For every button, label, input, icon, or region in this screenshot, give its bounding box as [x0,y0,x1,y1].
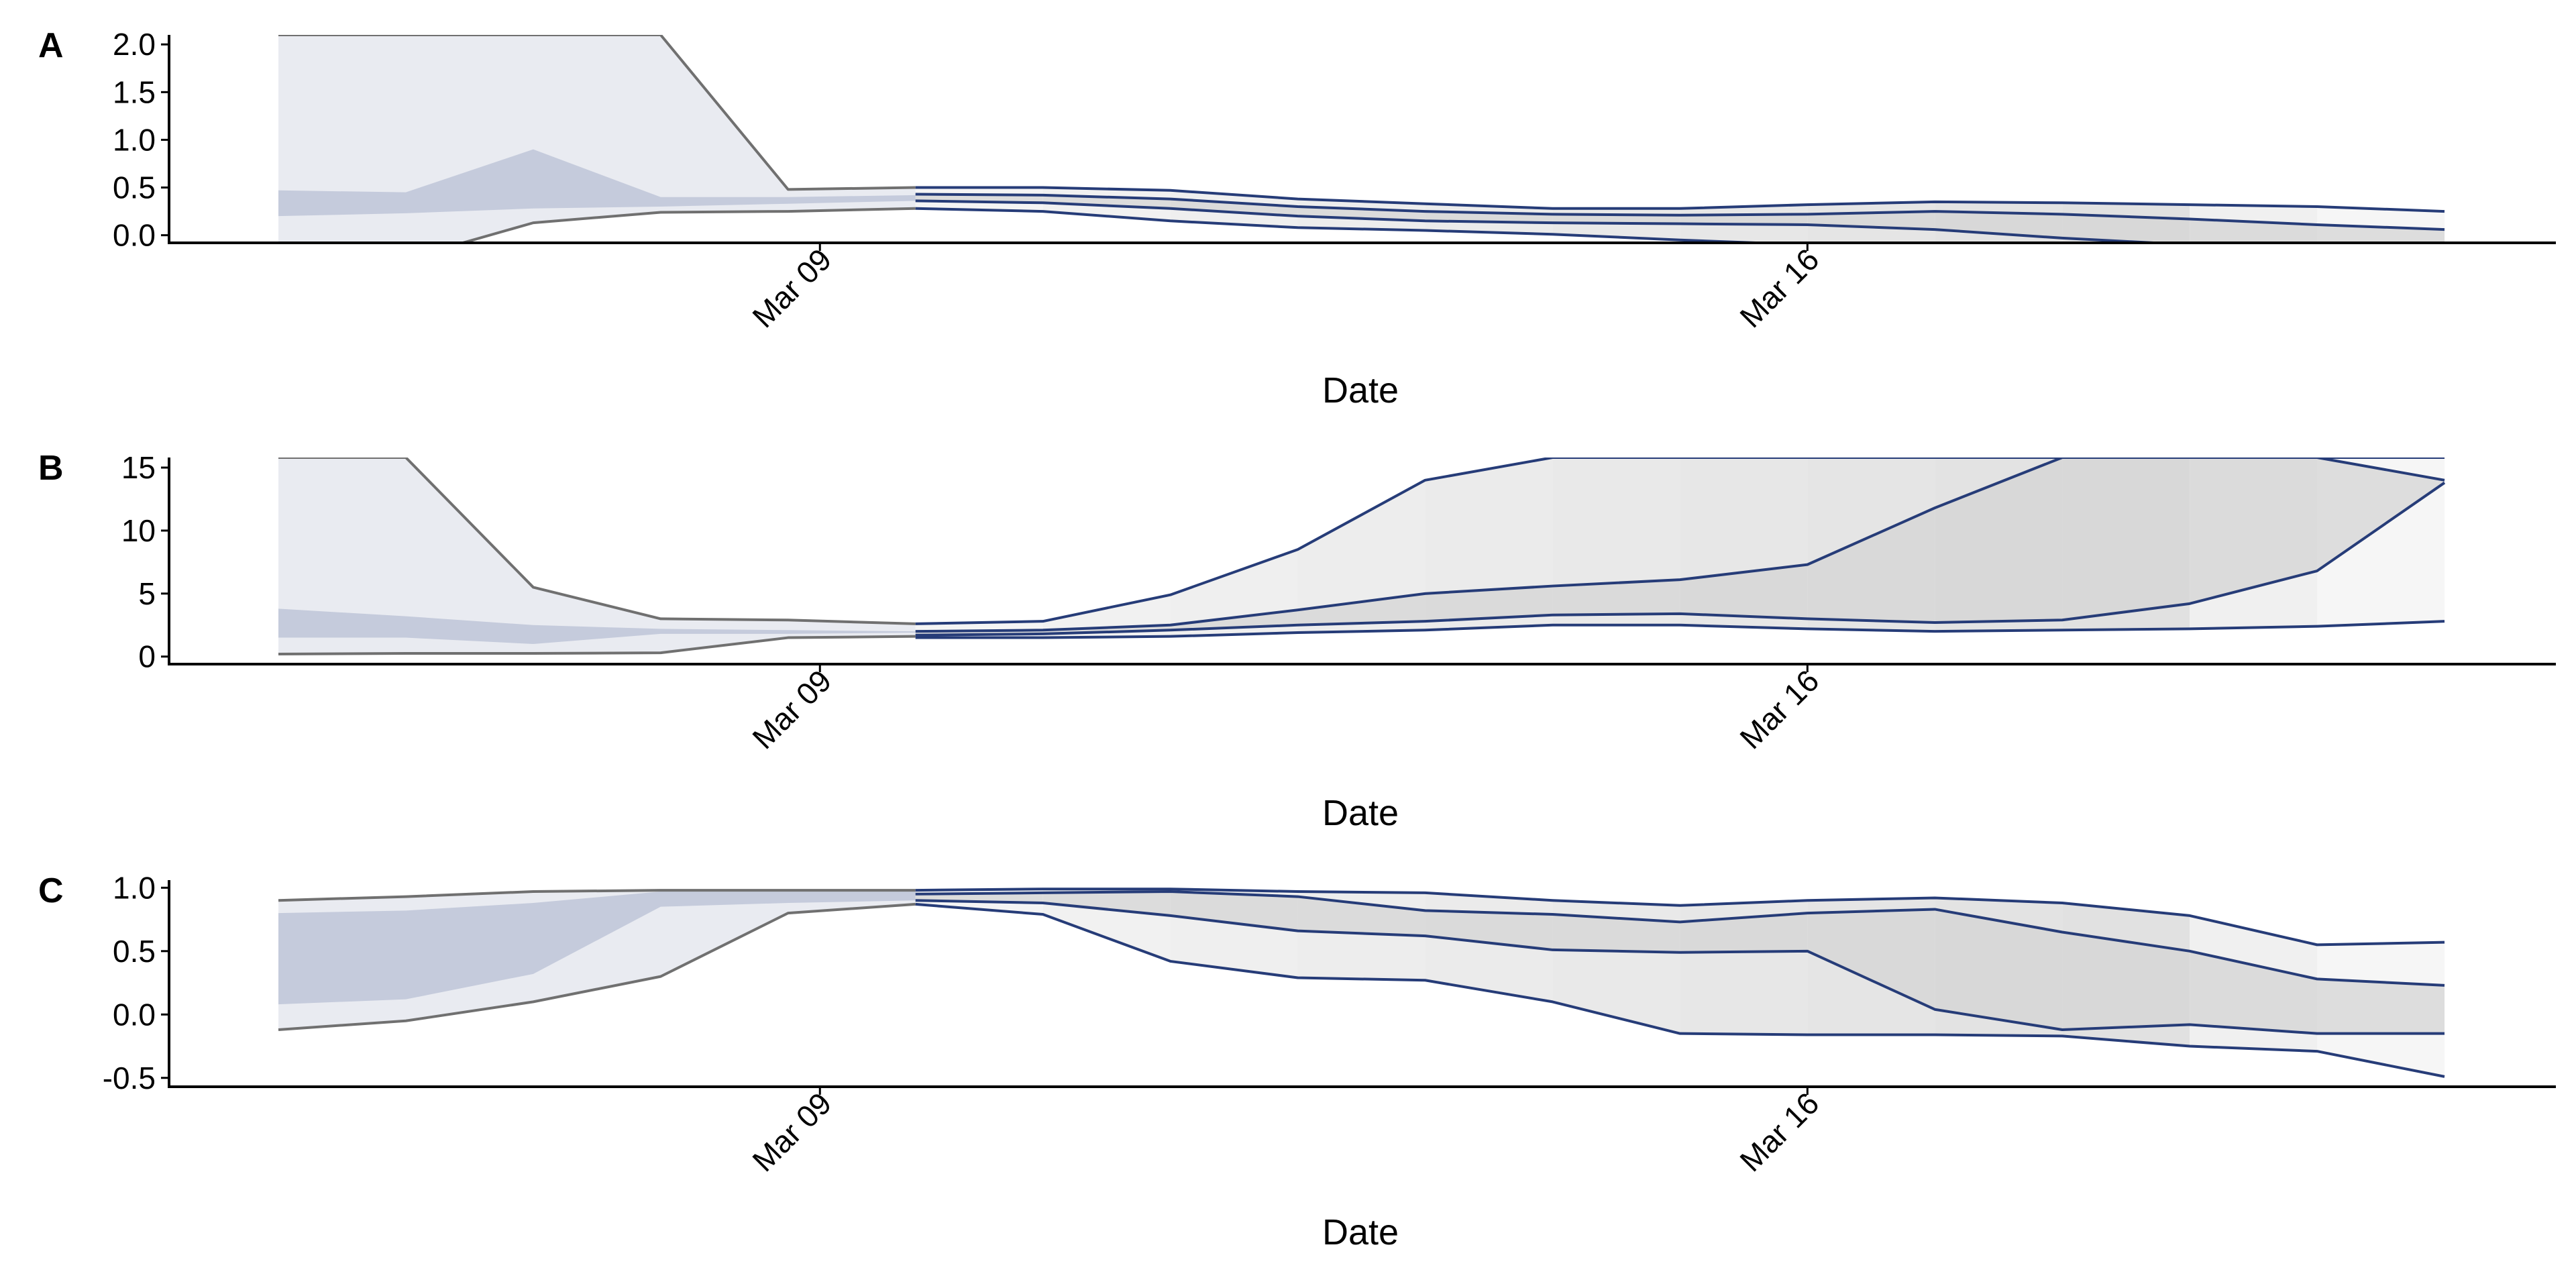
nowcast-lower-line [278,902,916,1031]
x-tick-label: Mar 16 [1733,241,1825,334]
nowcast-outer-band [278,458,916,654]
y-tick-label: 0 [138,639,156,674]
plot-area [278,35,2445,243]
panel-label: C [38,871,64,910]
y-tick-label: 15 [121,450,156,485]
forecast-upper-line [915,458,2445,625]
forecast-mid-low-line [915,199,2180,243]
forecast-inner-band-segment [1552,214,1680,224]
forecast-inner-band-segment [2190,458,2318,604]
nowcast-lower-line [278,635,916,655]
forecast-inner-band-segment [2190,951,2318,1034]
plot-area [278,888,2445,1078]
forecast-inner-band-segment [1170,199,1298,217]
forecast-inner-band-segment [1552,914,1680,953]
forecast-inner-band-segment [1042,892,1171,916]
forecast-inner-band-segment [1297,896,1426,936]
nowcast-inner-band [278,149,916,217]
forecast-lower-line [915,620,2445,639]
forecast-inner-band-segment [2317,458,2445,572]
plot-area [278,458,2446,655]
y-tick-label: 1.5 [113,74,156,109]
forecast-mid-high-line [915,193,2445,231]
forecast-inner-band-segment [1935,909,2063,1030]
forecast-mid-high-line [915,890,2445,987]
forecast-outer-band-segment [1297,480,1426,633]
x-tick-label: Mar 09 [745,1085,838,1178]
x-tick-label: Mar 16 [1733,1085,1825,1178]
forecast-inner-band-segment [1297,593,1426,625]
panel-a: 0.0 0.5 1.0 1.5 2.0 Mar 09 Mar 16 Date A [38,26,2556,411]
panels: 0.0 0.5 1.0 1.5 2.0 Mar 09 Mar 16 Date A 0 5 10 15 Ma… [38,26,2556,1252]
forecast-inner-band-segment [1680,564,1808,619]
forecast-inner-band-segment [1552,580,1680,615]
forecast-inner-band-segment [1680,913,1808,953]
y-tick-label: 2.0 [113,27,156,62]
forecast-inner-band-segment [1425,586,1553,622]
forecast-inner-band-segment [1425,910,1553,950]
nowcast-inner-band [278,892,916,1005]
y-tick-label: 1.0 [113,122,156,157]
y-tick-label: 1.0 [113,870,156,905]
forecast-inner-band-segment [1170,892,1298,931]
forecast-inner-band-segment [2062,214,2190,243]
panel-label: A [38,26,64,65]
x-tick-label: Mar 09 [745,241,838,334]
forecast-inner-band-segment [1807,508,1935,623]
y-tick-label: 0.0 [113,997,156,1032]
y-tick-label: 0.5 [113,934,156,969]
forecast-inner-band-segment [1680,214,1808,225]
forecast-upper-line [915,186,2445,213]
forecast-lower-line [915,902,2445,1078]
y-tick-label: 5 [138,576,156,611]
forecast-inner-band-segment [2062,458,2190,621]
y-tick-label: 0.5 [113,170,156,205]
forecast-mid-low-line [915,899,2445,1035]
x-axis-title: Date [1322,370,1399,411]
nowcast-upper-line [278,458,916,625]
nowcast-inner-band [278,608,916,644]
forecast-inner-band-segment [2190,219,2318,243]
y-tick-label: -0.5 [103,1061,156,1095]
nowcast-upper-line [278,35,916,191]
nowcast-lower-line [458,207,916,243]
x-axis-title: Date [1322,793,1399,833]
x-tick-label: Mar 16 [1733,663,1825,755]
y-tick-label: 0.0 [113,218,156,253]
y-tick-label: 10 [121,513,156,548]
x-tick-label: Mar 09 [745,663,838,755]
forecast-mid-high-line [915,458,2445,633]
forecast-upper-line [915,888,2445,947]
forecast-inner-band-segment [1935,458,2063,623]
forecast-inner-band-segment [2317,979,2445,1034]
forecast-mid-low-line [915,481,2446,637]
forecast-inner-band-segment [2062,932,2190,1030]
nowcast-outer-band [278,35,916,243]
forecast-inner-band-segment [1807,909,1935,1010]
panel-c: -0.5 0.0 0.5 1.0 Mar 09 Mar 16 Date C [38,870,2556,1252]
x-axis-title: Date [1322,1212,1399,1252]
forecast-lower-line [915,207,1961,243]
panel-b: 0 5 10 15 Mar 09 Mar 16 Date B [38,449,2556,833]
nowcast-upper-line [278,889,916,902]
panel-label: B [38,449,64,488]
